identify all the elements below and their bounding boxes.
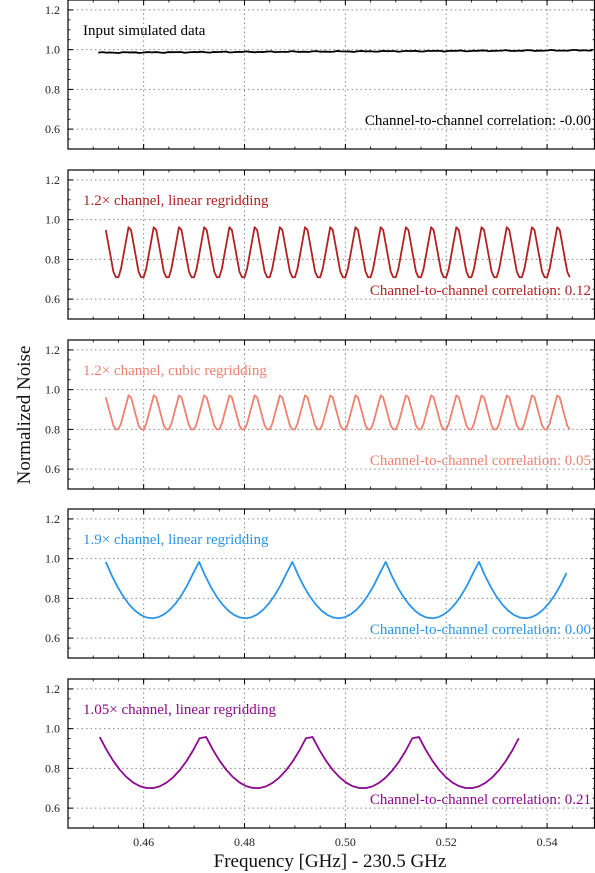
y-tick-label: 0.8 [45, 252, 60, 266]
y-tick-label: 0.6 [45, 292, 60, 306]
series-line [98, 736, 520, 789]
y-tick-label: 1.2 [45, 343, 60, 357]
series-line [98, 48, 593, 54]
y-tick-label: 0.6 [45, 122, 60, 136]
panels: 0.6 0.8 1.0 1.2 Input simulated data Channel-… [45, 0, 595, 849]
y-tick-label: 1.0 [45, 722, 60, 736]
plot-area [68, 509, 595, 658]
y-tick-label: 0.6 [45, 801, 60, 815]
panel-label: 1.2× channel, cubic regridding [83, 363, 267, 379]
correlation-label: Channel-to-channel correlation: 0.00 [370, 622, 591, 638]
y-tick-label: 1.0 [45, 213, 60, 227]
y-tick-label: 1.0 [45, 552, 60, 566]
panel-label: 1.05× channel, linear regridding [83, 702, 276, 718]
chart-panel: 0.6 0.8 1.0 1.2 0.46 0.48 0.50 0.52 0.54 1.05× ch… [45, 678, 595, 849]
y-tick-label: 1.0 [45, 43, 60, 57]
panel-label: 1.9× channel, linear regridding [83, 532, 269, 548]
correlation-label: Channel-to-channel correlation: 0.12 [370, 283, 591, 299]
x-tick-label: 0.48 [234, 835, 255, 849]
correlation-label: Channel-to-channel correlation: -0.00 [365, 113, 591, 129]
plot-area [68, 340, 595, 489]
y-tick-label: 1.2 [45, 3, 60, 17]
chart-panel: 0.6 0.8 1.0 1.2 1.9× channel, linear regridd… [45, 508, 595, 659]
y-tick-label: 0.8 [45, 761, 60, 775]
plot-area [68, 679, 595, 828]
y-tick-label: 1.2 [45, 682, 60, 696]
x-tick-label: 0.54 [537, 835, 558, 849]
plot-area [68, 0, 595, 149]
correlation-label: Channel-to-channel correlation: 0.05 [370, 453, 591, 469]
x-axis-label: Frequency [GHz] - 230.5 GHz [214, 851, 447, 872]
correlation-label: Channel-to-channel correlation: 0.21 [370, 792, 591, 808]
y-tick-label: 0.8 [45, 422, 60, 436]
x-tick-label: 0.52 [436, 835, 457, 849]
y-tick-label: 0.8 [45, 82, 60, 96]
chart-panel: 0.6 0.8 1.0 1.2 1.2× channel, linear regridd… [45, 169, 595, 320]
y-axis-label: Normalized Noise [14, 346, 35, 485]
y-tick-label: 1.2 [45, 512, 60, 526]
panel-label: Input simulated data [83, 23, 206, 39]
y-tick-label: 1.0 [45, 383, 60, 397]
series-line [104, 226, 571, 279]
y-tick-label: 0.6 [45, 462, 60, 476]
y-tick-label: 0.8 [45, 591, 60, 605]
chart-panel: 0.6 0.8 1.0 1.2 Input simulated data Channel-… [45, 0, 595, 150]
x-tick-label: 0.46 [133, 835, 154, 849]
plot-area [68, 170, 595, 319]
series-line [104, 394, 571, 431]
y-tick-label: 1.2 [45, 173, 60, 187]
x-tick-label: 0.50 [335, 835, 356, 849]
panel-label: 1.2× channel, linear regridding [83, 193, 269, 209]
series-line [104, 560, 568, 620]
y-tick-label: 0.6 [45, 631, 60, 645]
chart-panel: 0.6 0.8 1.0 1.2 1.2× channel, cubic regriddi… [45, 339, 595, 490]
